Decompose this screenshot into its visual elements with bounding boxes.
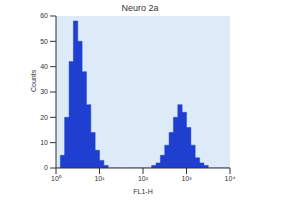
svg-text:20: 20 [40, 114, 48, 121]
svg-text:10²: 10² [138, 175, 149, 182]
svg-text:Counts: Counts [30, 69, 37, 92]
svg-text:50: 50 [40, 38, 48, 45]
svg-text:FL1-H: FL1-H [133, 188, 152, 195]
svg-text:60: 60 [40, 12, 48, 19]
svg-text:10: 10 [40, 139, 48, 146]
svg-text:30: 30 [40, 88, 48, 95]
svg-text:10⁰: 10⁰ [51, 175, 62, 182]
html-text:Neuro 2a: Neuro 2a [121, 3, 159, 13]
svg-text:0: 0 [44, 164, 48, 171]
svg-text:10¹: 10¹ [94, 175, 105, 182]
svg-text:40: 40 [40, 63, 48, 70]
svg-text:10⁴: 10⁴ [225, 175, 236, 182]
svg-text:10³: 10³ [181, 175, 192, 182]
